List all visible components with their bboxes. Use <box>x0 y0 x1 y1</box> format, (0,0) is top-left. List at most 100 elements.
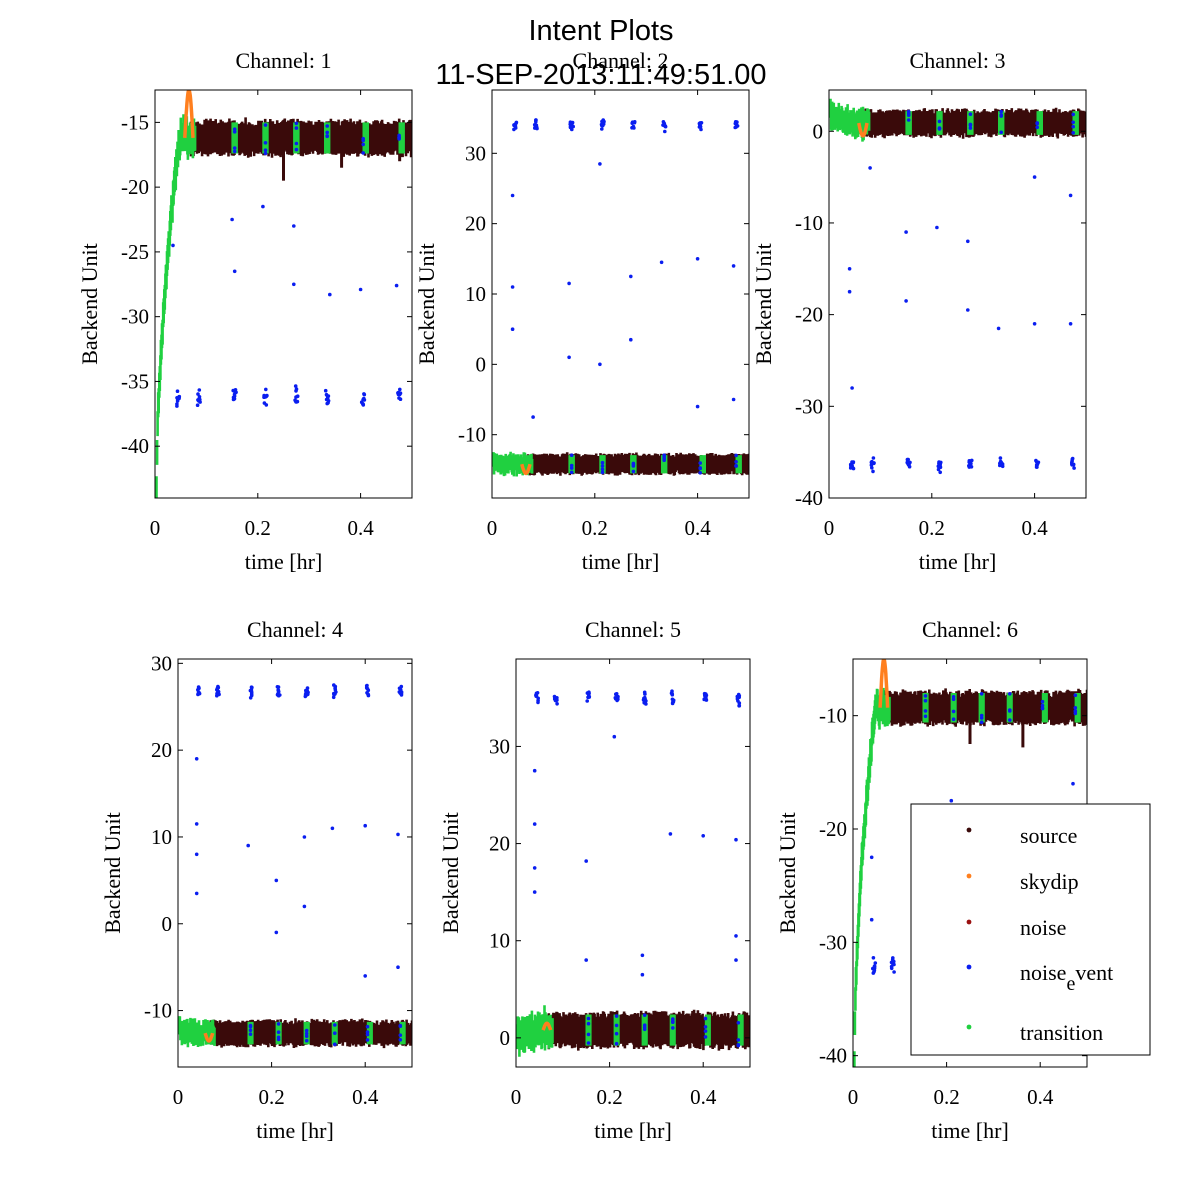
noise-event-point <box>363 823 368 828</box>
x-tick-label: 0.2 <box>258 1085 284 1109</box>
y-tick-label: -10 <box>819 704 847 728</box>
x-tick-label: 0 <box>150 516 161 540</box>
y-axis-label: Backend Unit <box>751 243 776 365</box>
noise-event-point <box>733 121 738 126</box>
noise-event-point <box>276 1022 281 1026</box>
noise-event-point <box>534 691 539 696</box>
noise-event-point <box>889 966 894 971</box>
noise-event-point <box>304 1034 309 1038</box>
noise-event-point <box>276 1030 281 1034</box>
noise-event-point <box>615 698 619 703</box>
legend-item: skydip <box>966 869 1079 894</box>
noise-event-point <box>587 690 591 694</box>
noise-event-point <box>399 691 404 696</box>
noise-event-point <box>333 1031 337 1035</box>
noise-event-point <box>1073 693 1078 697</box>
noise-event-point <box>906 118 911 122</box>
noise-event-point <box>361 397 365 402</box>
noise-event-point <box>698 461 702 465</box>
y-tick-label: 20 <box>489 832 510 856</box>
noise-event-point <box>734 934 738 938</box>
noise-event-point <box>1000 464 1005 469</box>
noise-event-point <box>614 1041 619 1046</box>
noise-event-point <box>873 961 878 965</box>
y-axis-label: Backend Unit <box>438 812 463 934</box>
noise-event-point <box>847 267 852 271</box>
noise-event-point <box>293 398 297 403</box>
noise-event-point <box>1040 706 1045 711</box>
y-tick-label: 0 <box>500 1026 511 1050</box>
noise-event-point <box>230 217 234 222</box>
noise-event-point <box>640 953 645 958</box>
noise-event-point <box>569 453 574 458</box>
noise-event-point <box>968 126 973 130</box>
noise-event-point <box>906 457 910 462</box>
noise-event-point <box>175 396 179 400</box>
noise-event-point <box>333 687 338 692</box>
noise-event-point <box>361 402 366 407</box>
noise-event-point <box>294 141 299 146</box>
noise-event-point <box>1035 121 1039 125</box>
noise-event-point <box>998 459 1003 464</box>
noise-event-point <box>304 1031 309 1036</box>
x-tick-label: 0.4 <box>1027 1085 1054 1109</box>
y-tick-label: 30 <box>465 141 486 165</box>
noise-event-point <box>294 147 299 152</box>
noise-event-point <box>396 965 400 969</box>
noise-event-point <box>598 162 602 166</box>
noise-event-point <box>850 386 854 390</box>
noise-event-point <box>195 403 200 408</box>
noise-event-point <box>702 697 707 701</box>
noise-event-point <box>358 287 363 292</box>
noise-event-point <box>262 395 266 400</box>
noise-event-point <box>1040 703 1045 708</box>
noise-event-point <box>232 269 237 274</box>
legend-marker <box>966 964 972 970</box>
y-tick-label: 20 <box>465 212 486 236</box>
noise-event-point <box>662 123 667 128</box>
x-axis-label: time [hr] <box>594 1118 672 1143</box>
noise-event-point <box>703 1035 708 1039</box>
noise-event-point <box>366 693 371 698</box>
noise-event-point <box>567 281 571 286</box>
noise-event-point <box>305 693 309 697</box>
noise-event-point <box>587 695 591 699</box>
noise-event-point <box>698 466 702 471</box>
noise-event-point <box>1032 175 1037 179</box>
noise-event-point <box>938 470 942 475</box>
y-tick-label: -40 <box>121 434 149 458</box>
noise-event-point <box>333 1023 337 1027</box>
noise-event-point <box>630 121 634 125</box>
x-tick-label: 0.4 <box>684 516 711 540</box>
noise-event-point <box>1034 463 1039 467</box>
noise-event-point <box>979 716 984 720</box>
noise-event-point <box>951 697 956 701</box>
noise-event-point <box>612 734 617 739</box>
noise-event-point <box>640 972 645 977</box>
source-band <box>884 688 1087 727</box>
x-tick-label: 0.4 <box>1021 516 1048 540</box>
legend-marker <box>966 873 972 879</box>
figure-subtitle: 11-SEP-2013:11:49:51.00 <box>435 59 766 91</box>
noise-event-point <box>937 461 941 466</box>
noise-event-point <box>292 282 296 287</box>
series-skydip <box>857 122 869 138</box>
noise-event-point <box>171 243 175 248</box>
noise-event-point <box>365 1030 370 1034</box>
y-tick-label: -10 <box>144 999 172 1023</box>
x-tick-label: 0 <box>173 1085 184 1109</box>
source-band <box>189 117 412 158</box>
series-source <box>863 107 1086 139</box>
noise-event-point <box>194 891 199 896</box>
noise-event-point <box>631 124 636 129</box>
noise-event-point <box>600 119 604 124</box>
noise-event-point <box>304 1028 309 1033</box>
noise-event-point <box>261 204 265 209</box>
noise-event-point <box>871 456 876 460</box>
noise-event-point <box>937 127 942 131</box>
x-tick-label: 0.4 <box>352 1085 379 1109</box>
noise-event-point <box>264 403 269 407</box>
noise-event-point <box>532 822 537 826</box>
noise-event-point <box>904 230 908 234</box>
